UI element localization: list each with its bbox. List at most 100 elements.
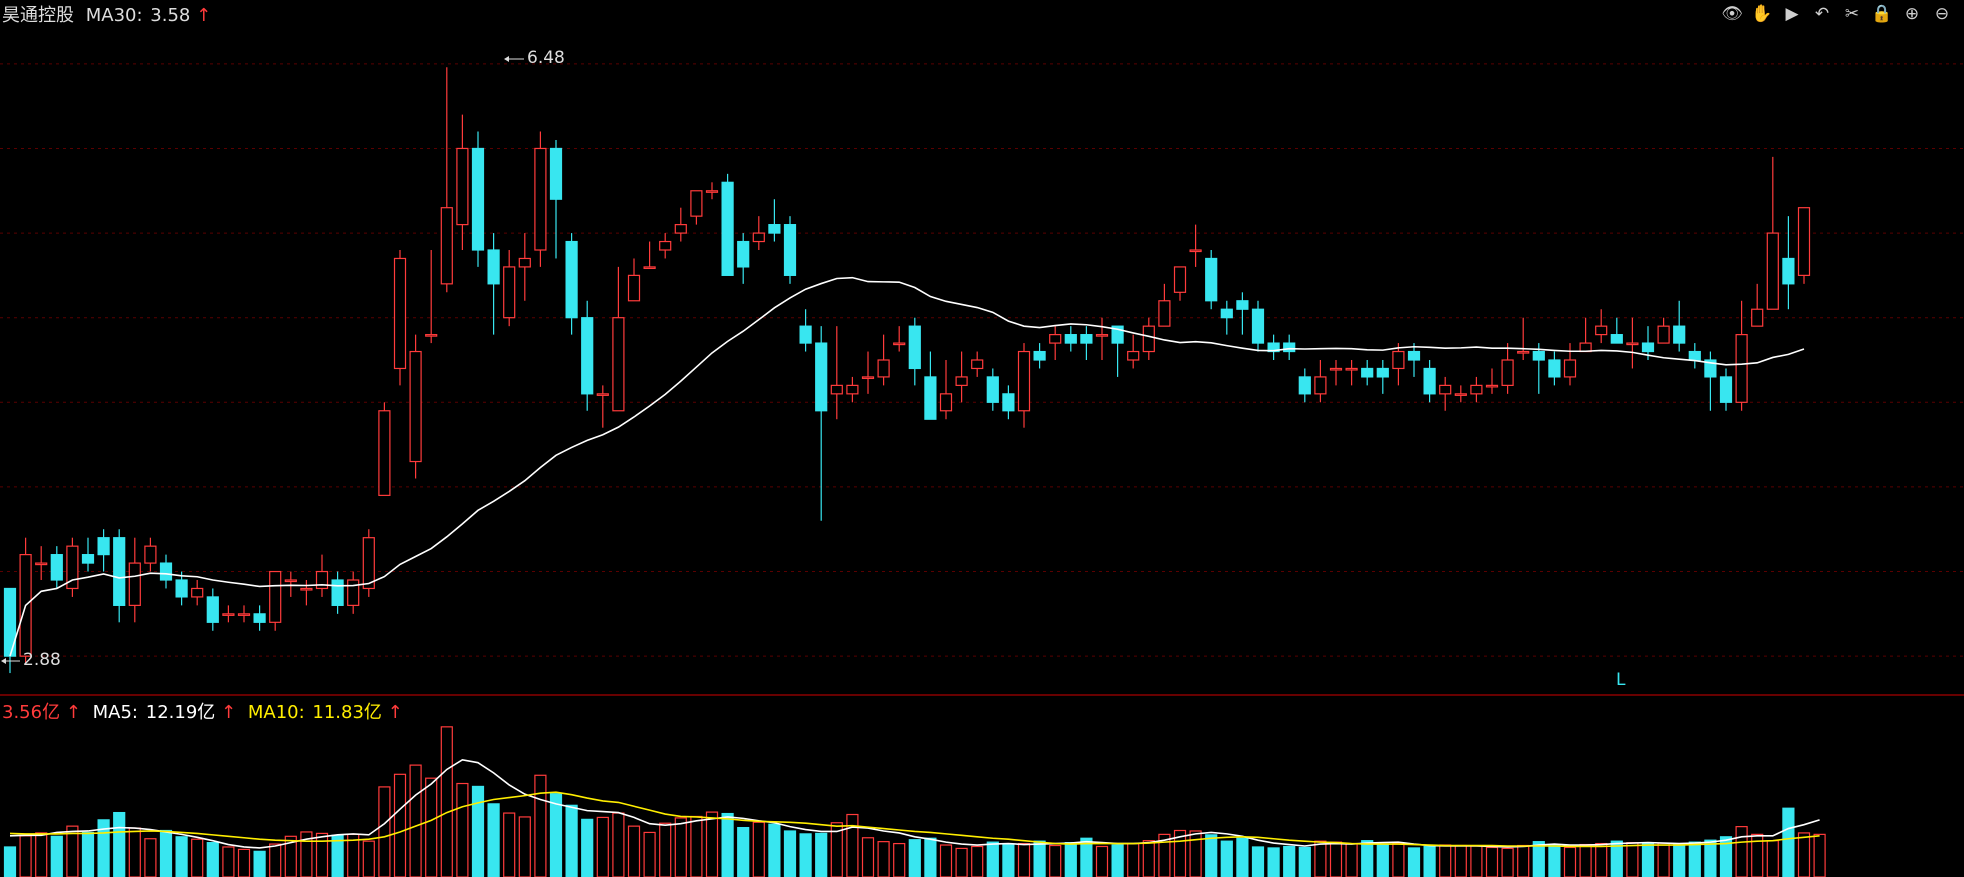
candle [1376,360,1389,394]
candle-body [331,579,344,606]
volume-bar [456,782,469,877]
candle-body [425,334,438,337]
candle [986,368,999,411]
up-arrow-icon: ↑ [387,702,403,723]
play-icon[interactable]: ▶ [1785,4,1799,24]
candle-body [393,257,407,370]
candle [1688,343,1701,369]
candle [315,554,329,597]
volume-bar [315,832,329,877]
candle-body [1095,334,1109,337]
candle [1485,368,1499,394]
ma30-value: 3.58 [150,5,191,26]
volume-bar [1735,826,1748,877]
candle [1470,376,1483,403]
candle-body [50,554,63,581]
candle [1657,317,1670,344]
volume-bar [1220,840,1233,877]
volume-bar [705,811,719,877]
volume-bar [175,836,188,877]
ma30-label: MA30: [85,5,143,26]
candle [1454,385,1467,403]
volume-bar [1049,844,1062,877]
candle [97,529,110,572]
candle-body [549,147,563,200]
candle-body [955,376,968,386]
candle-body [1189,249,1202,253]
candle [269,570,282,631]
candle [1797,207,1811,284]
zoom-in-icon[interactable]: ⊕ [1904,4,1920,24]
candle [1173,266,1187,301]
volume-bar [565,804,578,877]
candle [487,233,500,335]
volume-bar [35,832,48,877]
candle-body [721,181,734,276]
candle [1548,351,1561,386]
volume-bar [1673,842,1686,877]
candle-body [1017,350,1031,412]
low-price-label: 2.88 [23,650,61,670]
scissors-icon[interactable]: ✂ [1844,4,1860,24]
candle [456,114,469,250]
candle [1704,351,1717,411]
volume-bar [1205,834,1218,877]
candle [1080,326,1093,360]
volume-bar [1657,842,1670,877]
candle-body [1719,376,1733,403]
volume-bar [331,834,344,877]
candle-body [128,562,141,606]
candle [1033,343,1046,369]
candle [1439,376,1452,411]
candle-body [1127,350,1140,361]
ma30-line [9,276,1805,657]
candle [128,537,141,623]
volume-bar [674,817,687,877]
volume-bar [581,818,594,877]
candle-body [66,545,79,590]
lock-icon[interactable]: 🔒 [1871,4,1893,24]
candle-body [783,224,797,276]
candle-body [737,240,750,268]
candle [1407,343,1421,377]
volume-bar [549,793,563,877]
candle [581,300,594,411]
candle-body [1501,359,1514,386]
candle [768,199,781,242]
candle-body [378,410,391,496]
candle-body [1111,325,1124,344]
candle-body [1049,334,1062,344]
candle [1735,300,1748,411]
volume-bar [393,773,407,877]
volume-bar [1376,843,1389,877]
candle [721,173,734,276]
ma10-value: 11.83亿 [312,702,382,723]
volume-bar [1641,843,1655,877]
candle-body [1392,350,1405,370]
volume-bar [1298,846,1311,877]
candle [440,67,453,293]
zoom-out-icon[interactable]: ⊖ [1934,4,1950,24]
candle-body [1142,325,1155,353]
candle [1267,334,1280,360]
volume-bar [955,847,968,877]
hand-icon[interactable]: ✋ [1751,4,1773,24]
undo-icon[interactable]: ↶ [1814,4,1830,24]
candle-body [596,393,609,396]
volume-bar [893,842,906,877]
candle-body [924,376,937,420]
candle-body [1220,308,1233,319]
candle-body [347,579,360,606]
candle [1329,360,1343,386]
candle [596,385,609,428]
volume-bar [1189,830,1202,877]
volume-bar [737,826,750,877]
candle-body [81,554,95,564]
candle [1579,317,1592,353]
eye-icon[interactable]: 👁 [1721,4,1743,24]
volume-bar [1439,844,1452,877]
volume-bar [1017,842,1031,877]
volume-bar [690,815,703,877]
volume-bar [971,845,984,877]
